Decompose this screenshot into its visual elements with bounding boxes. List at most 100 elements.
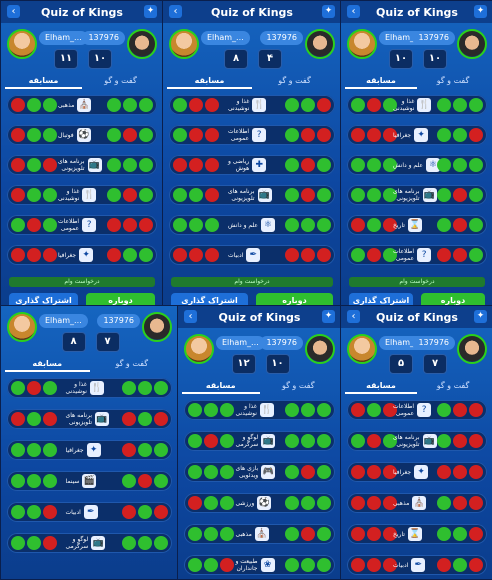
round-row[interactable]: فوتبال ⚽ <box>7 125 157 145</box>
round-row[interactable]: ادبیات ✒ <box>347 555 487 575</box>
round-row[interactable]: مذهبی ⛪ <box>347 493 487 513</box>
correct-answer-dot <box>301 558 315 572</box>
round-row[interactable]: غذا و نوشیدنی 🍴 <box>7 378 172 398</box>
round-row[interactable]: برنامه های تلویزیونی 📺 <box>7 409 172 429</box>
tab-match[interactable]: مسابقه <box>167 73 252 89</box>
back-icon[interactable]: ‹ <box>184 310 197 323</box>
player-avatar[interactable] <box>169 29 199 59</box>
player-avatar[interactable] <box>184 334 214 364</box>
round-row[interactable]: برنامه های تلویزیونی 📺 <box>7 155 157 175</box>
round-row[interactable]: برنامه های تلویزیونی 📺 <box>169 185 335 205</box>
lightbulb-icon[interactable]: ✦ <box>322 310 335 323</box>
tab-chat[interactable]: گفت و گو <box>436 76 470 85</box>
round-row[interactable]: ادبیات ✒ <box>7 502 172 522</box>
round-row[interactable]: برنامه های تلویزیونی 📺 <box>347 431 487 451</box>
round-row[interactable]: ریاضی و هوش ✚ <box>169 155 335 175</box>
player-avatar[interactable] <box>347 334 377 364</box>
round-row[interactable]: سینما 🎬 <box>7 471 172 491</box>
round-row[interactable]: جغرافیا ✦ <box>347 125 487 145</box>
round-row[interactable]: بازی های ویدئویی 🎮 <box>184 462 335 482</box>
round-row[interactable]: جغرافیا ✦ <box>347 462 487 482</box>
loan-request-bar[interactable]: درخواست وام <box>171 277 333 287</box>
opponent-avatar[interactable] <box>127 29 157 59</box>
round-row[interactable]: مذهبی ⛪ <box>184 524 335 544</box>
share-button[interactable]: اشتراک گذاری <box>349 293 413 306</box>
round-row[interactable]: اطلاعات عمومی? <box>7 215 157 235</box>
tab-match[interactable]: مسابقه <box>345 378 417 394</box>
correct-answer-dot <box>27 505 41 519</box>
tab-match[interactable]: مسابقه <box>5 356 90 372</box>
rematch-button[interactable]: دوباره <box>256 293 333 306</box>
round-row[interactable]: جغرافیا ✦ <box>7 440 172 460</box>
correct-answer-dot <box>138 536 152 550</box>
round-row[interactable]: علم و دانش ⚛ <box>169 215 335 235</box>
share-button[interactable]: اشتراک گذاری <box>171 293 248 306</box>
round-row[interactable]: طبیعت و جانداران ❀ <box>184 555 335 575</box>
round-row[interactable]: لوگو و سرگرمی 📺 <box>184 431 335 451</box>
player-answers <box>188 496 234 510</box>
tab-chat[interactable]: گفت و گو <box>104 76 137 85</box>
back-icon[interactable]: ‹ <box>169 5 182 18</box>
loan-request-bar[interactable]: درخواست وام <box>9 277 155 287</box>
player-avatar[interactable] <box>7 29 37 59</box>
opponent-avatar[interactable] <box>142 312 172 342</box>
lightbulb-icon[interactable]: ✦ <box>474 310 487 323</box>
correct-answer-dot <box>301 98 315 112</box>
opponent-avatar[interactable] <box>305 334 335 364</box>
round-row[interactable]: تاریخ ⌛ <box>347 524 487 544</box>
round-row[interactable]: مذهبی ⛪ <box>7 95 157 115</box>
tab-chat[interactable]: گفت و گو <box>281 381 315 390</box>
correct-answer-dot <box>43 218 57 232</box>
round-row[interactable]: غذا و نوشیدنی 🍴 <box>7 185 157 205</box>
tab-match[interactable]: مسابقه <box>5 73 82 89</box>
tab-chat[interactable]: گفت و گو <box>436 381 470 390</box>
category: طبیعت و جانداران ❀ <box>236 557 275 573</box>
opponent-answers <box>285 98 331 112</box>
round-row[interactable]: اطلاعات عمومی? <box>169 125 335 145</box>
opponent-answers <box>285 496 331 510</box>
category-label: مذهبی <box>393 499 410 507</box>
rematch-button[interactable]: دوباره <box>86 293 155 306</box>
round-row[interactable]: ادبیات ✒ <box>169 245 335 265</box>
wrong-answer-dot <box>189 128 203 142</box>
opponent-avatar[interactable] <box>305 29 335 59</box>
back-icon[interactable]: ‹ <box>7 5 20 18</box>
lightbulb-icon[interactable]: ✦ <box>144 5 157 18</box>
round-row[interactable]: اطلاعات عمومی? <box>347 400 487 420</box>
player-avatar[interactable] <box>347 29 377 59</box>
lightbulb-icon[interactable]: ✦ <box>322 5 335 18</box>
round-row[interactable]: غذا و نوشیدنی 🍴 <box>169 95 335 115</box>
back-icon[interactable]: ‹ <box>347 5 360 18</box>
tab-match[interactable]: مسابقه <box>345 73 417 89</box>
tab-chat[interactable]: گفت و گو <box>278 76 311 85</box>
round-row[interactable]: ورزشی ⚽ <box>184 493 335 513</box>
round-row[interactable]: غذا و نوشیدنی 🍴 <box>347 95 487 115</box>
round-row[interactable]: برنامه های تلویزیونی 📺 <box>347 185 487 205</box>
round-row[interactable]: لوگو و سرگرمی 📺 <box>7 533 172 553</box>
game-panel: ‹ Quiz of Kings ✦ Elham_... 137976 ۵ ۷ مسابقه گف… <box>340 305 492 580</box>
correct-answer-dot <box>317 496 331 510</box>
category: فوتبال ⚽ <box>58 127 91 143</box>
correct-answer-dot <box>122 536 136 550</box>
lightbulb-icon[interactable]: ✦ <box>474 5 487 18</box>
correct-answer-dot <box>453 128 467 142</box>
correct-answer-dot <box>43 98 57 112</box>
share-button[interactable]: اشتراک گذاری <box>9 293 78 306</box>
wrong-answer-dot <box>301 248 315 262</box>
back-icon[interactable]: ‹ <box>347 310 360 323</box>
tab-match[interactable]: مسابقه <box>182 378 260 394</box>
correct-answer-dot <box>123 248 137 262</box>
wrong-answer-dot <box>453 218 467 232</box>
category-icon: 📺 <box>422 188 437 202</box>
round-row[interactable]: غذا و نوشیدنی 🍴 <box>184 400 335 420</box>
opponent-avatar[interactable] <box>457 29 487 59</box>
round-row[interactable]: علم و دانش ⚛ <box>347 155 487 175</box>
round-row[interactable]: تاریخ ⌛ <box>347 215 487 235</box>
opponent-avatar[interactable] <box>457 334 487 364</box>
tab-chat[interactable]: گفت و گو <box>115 359 149 368</box>
round-row[interactable]: جغرافیا ✦ <box>7 245 157 265</box>
loan-request-bar[interactable]: درخواست وام <box>349 277 485 287</box>
player-avatar[interactable] <box>7 312 37 342</box>
rematch-button[interactable]: دوباره <box>421 293 485 306</box>
round-row[interactable]: اطلاعات عمومی? <box>347 245 487 265</box>
